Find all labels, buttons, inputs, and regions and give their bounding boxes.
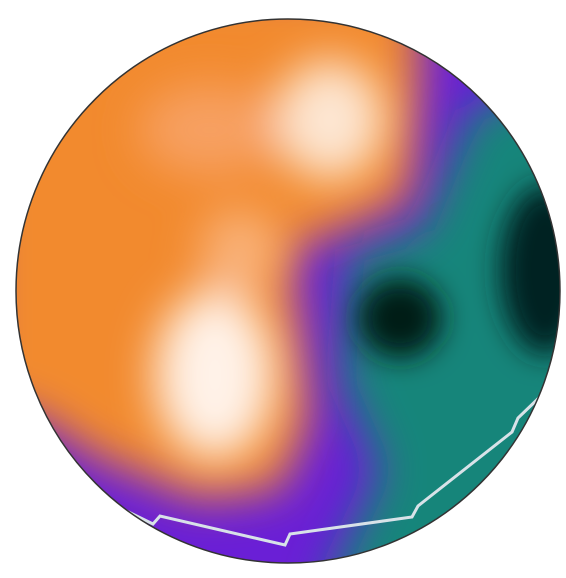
boundary-line (109, 390, 547, 547)
map-outline (15, 18, 561, 564)
dark-spots (358, 185, 560, 358)
bright-regions (140, 60, 385, 460)
